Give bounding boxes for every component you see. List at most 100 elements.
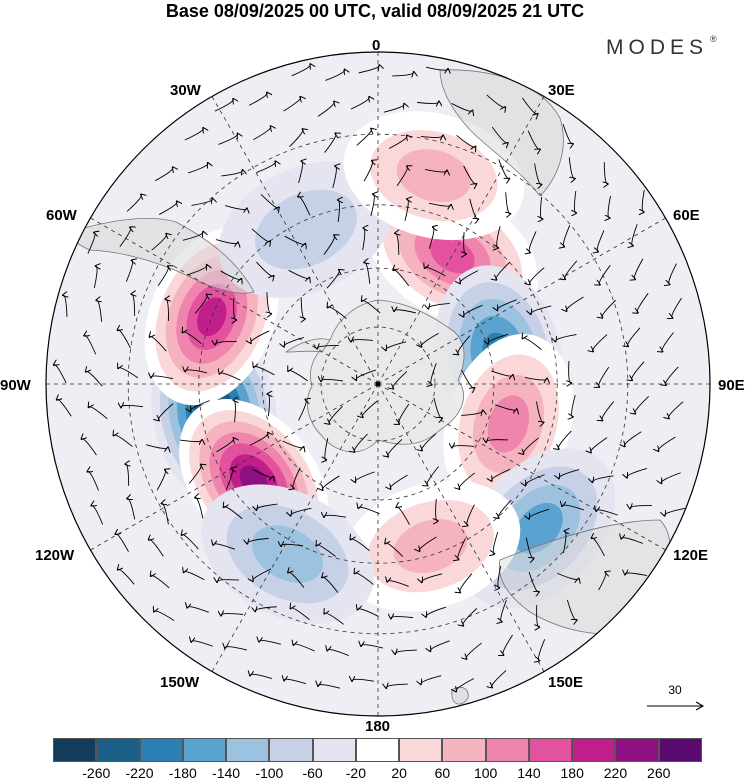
wind-vector — [416, 102, 439, 104]
wind-vector — [324, 613, 344, 625]
colorbar-swatch — [658, 738, 702, 762]
wind-vector — [324, 515, 347, 517]
wind-vector — [332, 166, 337, 189]
vector-reference-label: 30 — [668, 683, 682, 697]
wind-vector — [54, 365, 67, 384]
wind-vector — [404, 199, 408, 222]
wind-vector — [195, 498, 204, 519]
wind-vector — [602, 299, 616, 318]
wind-vector — [121, 405, 144, 407]
wind-vector — [529, 508, 550, 518]
anomaly-contour — [197, 297, 227, 337]
wind-vector — [393, 270, 410, 287]
wind-vector — [425, 66, 448, 70]
colorbar-tick-label: -220 — [125, 765, 154, 781]
wind-vector — [322, 475, 340, 490]
wind-vector — [635, 396, 650, 413]
wind-vector — [215, 239, 238, 244]
wind-vector — [185, 370, 208, 374]
wind-vector — [421, 332, 439, 347]
wind-vector — [194, 295, 207, 314]
wind-vector — [568, 157, 575, 178]
wind-vector — [498, 499, 512, 518]
wind-vector — [558, 430, 572, 449]
wind-vector — [428, 302, 450, 308]
wind-vector — [84, 335, 97, 355]
wind-vector — [291, 507, 312, 515]
wind-vector — [218, 134, 237, 145]
wind-vector — [456, 134, 476, 147]
wind-vector — [221, 614, 244, 616]
wind-vector — [87, 232, 95, 254]
colorbar-tick-label: 260 — [647, 765, 671, 781]
colorbar-swatch — [615, 738, 659, 762]
wind-vector — [593, 334, 608, 352]
wind-vector — [363, 228, 365, 251]
wind-vector — [498, 159, 509, 178]
wind-vector — [356, 369, 376, 380]
wind-vector — [338, 200, 340, 223]
lon-label-60e: 60E — [673, 207, 700, 224]
wind-vector — [523, 338, 542, 350]
anomaly-contour — [396, 149, 472, 203]
wind-vector — [428, 227, 434, 249]
wind-vector — [233, 400, 235, 423]
wind-vector — [351, 340, 374, 342]
wind-vector — [459, 472, 475, 489]
lon-label-30w: 30W — [170, 82, 201, 99]
wind-vector — [324, 133, 336, 153]
wind-vector — [289, 129, 302, 148]
wind-vector — [628, 327, 641, 346]
colorbar-tick-label: 60 — [434, 765, 451, 781]
colorbar-tick-label: -260 — [82, 765, 111, 781]
wind-vector — [419, 536, 437, 551]
wind-vector — [392, 72, 414, 76]
wind-vector — [394, 310, 417, 314]
wind-vector — [363, 161, 373, 182]
colorbar-swatch — [182, 738, 227, 762]
wind-vector — [323, 235, 335, 256]
wind-vector — [155, 167, 173, 182]
wind-vector — [191, 641, 213, 647]
wind-vector — [528, 572, 539, 592]
wind-vector — [214, 99, 233, 112]
wind-vector — [288, 370, 309, 382]
wind-vector — [327, 650, 349, 657]
wind-vector — [362, 400, 378, 417]
wind-vector — [492, 670, 507, 688]
wind-vector — [463, 304, 483, 316]
wind-vector — [387, 581, 409, 587]
colorbar-swatch — [96, 738, 140, 762]
wind-vector — [399, 403, 410, 424]
wind-vector — [541, 196, 543, 219]
wind-vector — [293, 467, 301, 488]
wind-vector — [421, 675, 442, 685]
wind-vector — [632, 224, 638, 246]
wind-vector — [358, 65, 380, 74]
wind-vector — [291, 608, 310, 620]
wind-vector — [86, 371, 103, 387]
lon-label-150w: 150W — [160, 674, 200, 691]
wind-vector — [281, 544, 304, 546]
wind-vector — [184, 572, 205, 581]
wind-vector — [436, 498, 438, 521]
wind-vector — [534, 163, 542, 185]
wind-vector — [63, 295, 67, 317]
wind-vector — [298, 161, 303, 184]
wind-vector — [87, 471, 99, 491]
wind-vector — [497, 299, 517, 310]
wind-vector — [452, 446, 475, 448]
lon-label-90e: 90E — [718, 377, 745, 394]
wind-vector — [562, 531, 566, 554]
south-america-landmass — [69, 218, 255, 294]
wind-vector — [430, 640, 450, 651]
wind-vector — [247, 537, 269, 543]
wind-vector — [599, 265, 611, 284]
wind-vector — [602, 401, 615, 421]
wind-vector — [625, 573, 648, 577]
wind-vector — [391, 617, 414, 619]
wind-vector — [253, 568, 272, 581]
wind-vector — [506, 192, 511, 214]
colorbar-swatch — [269, 738, 313, 762]
wind-vector — [157, 266, 168, 287]
